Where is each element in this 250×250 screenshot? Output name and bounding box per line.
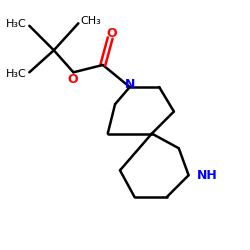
Text: H₃C: H₃C	[6, 68, 26, 78]
Text: N: N	[124, 78, 135, 91]
Text: CH₃: CH₃	[81, 16, 102, 26]
Text: H₃C: H₃C	[6, 19, 26, 29]
Text: O: O	[68, 73, 78, 86]
Text: O: O	[106, 27, 117, 40]
Text: NH: NH	[196, 169, 217, 182]
